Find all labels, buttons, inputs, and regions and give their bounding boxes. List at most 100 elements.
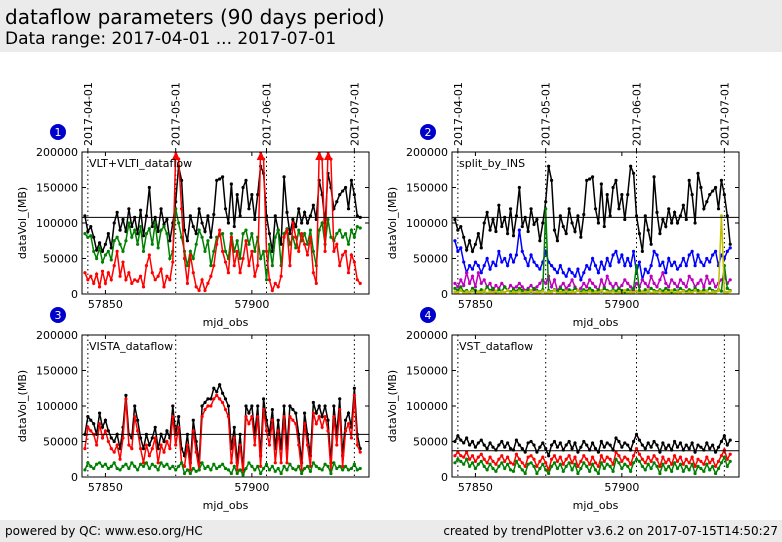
data-point bbox=[725, 457, 729, 461]
data-point bbox=[253, 468, 257, 472]
data-point bbox=[608, 264, 612, 268]
page-title: dataflow parameters (90 days period) bbox=[5, 5, 385, 29]
data-point bbox=[497, 464, 501, 468]
data-point bbox=[177, 464, 181, 468]
data-point bbox=[147, 185, 151, 190]
data-point bbox=[684, 217, 688, 222]
data-point bbox=[185, 264, 190, 268]
data-point bbox=[655, 457, 659, 461]
data-point bbox=[672, 260, 677, 264]
data-point bbox=[194, 232, 198, 236]
data-point bbox=[97, 241, 102, 245]
data-point bbox=[197, 288, 201, 293]
data-point bbox=[159, 267, 163, 271]
data-point bbox=[605, 193, 609, 197]
data-point bbox=[576, 464, 580, 468]
data-point bbox=[573, 441, 577, 445]
data-point bbox=[136, 429, 140, 433]
data-point bbox=[247, 242, 251, 246]
data-point bbox=[646, 455, 650, 459]
data-point bbox=[491, 459, 495, 463]
data-point bbox=[529, 207, 533, 211]
data-point bbox=[112, 461, 116, 465]
data-point bbox=[332, 404, 336, 408]
data-point bbox=[561, 469, 565, 473]
data-point bbox=[631, 461, 636, 465]
data-point bbox=[138, 436, 143, 440]
data-point bbox=[215, 390, 219, 394]
data-point bbox=[103, 242, 108, 246]
series-group bbox=[83, 152, 362, 293]
data-point bbox=[634, 432, 639, 436]
data-point bbox=[256, 415, 260, 419]
data-point bbox=[614, 281, 618, 285]
data-point bbox=[86, 425, 90, 429]
data-point bbox=[561, 224, 565, 229]
data-point bbox=[626, 291, 630, 294]
data-point bbox=[209, 235, 213, 239]
data-point bbox=[95, 272, 99, 276]
data-point bbox=[188, 249, 192, 253]
data-point bbox=[115, 235, 119, 239]
data-point bbox=[349, 228, 354, 232]
data-point bbox=[672, 288, 677, 292]
data-point bbox=[305, 242, 310, 246]
data-point bbox=[229, 182, 233, 186]
data-point bbox=[702, 469, 706, 473]
data-point bbox=[508, 291, 513, 294]
data-point bbox=[118, 274, 122, 278]
data-point bbox=[702, 207, 706, 211]
data-point bbox=[482, 264, 486, 268]
data-point bbox=[652, 439, 656, 444]
panel-label: VLT+VLTI_dataflow bbox=[89, 157, 192, 170]
data-point bbox=[256, 464, 260, 468]
data-point bbox=[667, 443, 671, 447]
data-point bbox=[488, 267, 492, 271]
data-point bbox=[608, 443, 612, 447]
data-point bbox=[620, 253, 624, 257]
x-tick-label: 57850 bbox=[458, 481, 493, 494]
data-point bbox=[728, 242, 732, 246]
data-point bbox=[538, 267, 542, 271]
data-point bbox=[699, 445, 703, 449]
data-point bbox=[153, 221, 157, 225]
data-point bbox=[494, 289, 498, 293]
data-point bbox=[590, 288, 595, 293]
data-point bbox=[690, 278, 694, 282]
data-point bbox=[690, 455, 694, 459]
data-point bbox=[690, 249, 694, 253]
data-point bbox=[314, 411, 318, 415]
data-point bbox=[520, 447, 524, 451]
data-point bbox=[282, 235, 286, 239]
data-point bbox=[558, 455, 562, 459]
data-point bbox=[467, 443, 472, 447]
data-point bbox=[623, 288, 627, 293]
data-point bbox=[655, 285, 659, 289]
data-point bbox=[264, 429, 269, 433]
data-point bbox=[95, 256, 99, 261]
data-point bbox=[200, 235, 204, 239]
data-point bbox=[520, 224, 524, 229]
data-point bbox=[728, 452, 732, 456]
data-point bbox=[127, 207, 131, 211]
data-point bbox=[138, 208, 143, 212]
data-point bbox=[488, 455, 492, 459]
data-point bbox=[564, 274, 568, 278]
data-point bbox=[320, 468, 324, 472]
data-point bbox=[678, 455, 683, 459]
data-point bbox=[678, 286, 683, 290]
data-point bbox=[470, 289, 475, 293]
data-point bbox=[212, 397, 216, 401]
data-point bbox=[305, 464, 310, 468]
data-point bbox=[109, 246, 113, 250]
data-point bbox=[582, 271, 586, 275]
data-point bbox=[670, 264, 674, 268]
x-axis-label: mjd_obs bbox=[573, 499, 619, 512]
data-point bbox=[200, 404, 204, 408]
data-point bbox=[485, 285, 489, 289]
data-point bbox=[259, 471, 263, 476]
data-point bbox=[229, 235, 233, 239]
data-point bbox=[106, 439, 110, 444]
data-point bbox=[165, 462, 169, 466]
data-point bbox=[226, 221, 231, 225]
